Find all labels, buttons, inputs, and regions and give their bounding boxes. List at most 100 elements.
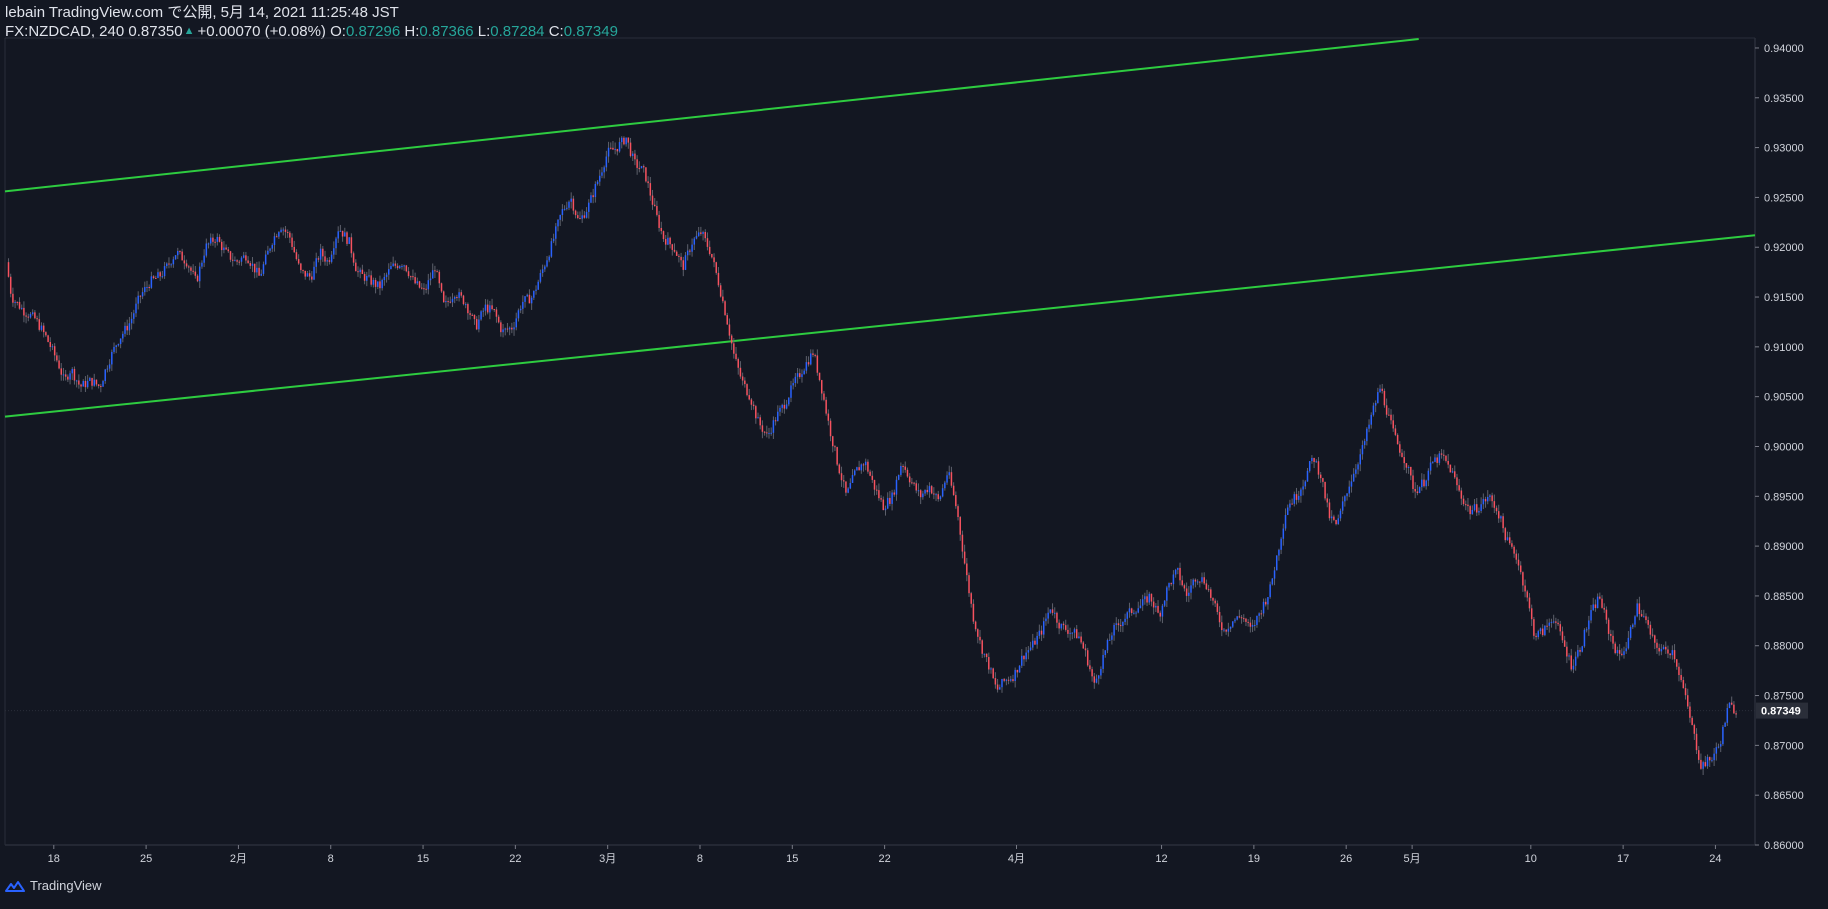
candle-body (774, 420, 777, 422)
low-label: L: (477, 23, 491, 40)
candle-body (533, 290, 535, 298)
candle-body (1486, 496, 1489, 502)
candle-body (588, 202, 590, 212)
candle-body (1700, 759, 1702, 769)
candle-body (91, 377, 93, 386)
candle-body (16, 301, 19, 303)
candle-body (1471, 509, 1474, 515)
candle-body (1427, 470, 1430, 481)
candle-body (286, 231, 289, 233)
candle-body (1702, 762, 1704, 769)
candle-body (1357, 464, 1359, 470)
candle-body (1689, 706, 1691, 718)
candle-body (988, 657, 990, 670)
candle-body (1328, 502, 1331, 519)
candle-body (1003, 679, 1005, 681)
candle-body (119, 338, 122, 345)
candle-body (781, 404, 783, 408)
candle-body (207, 243, 210, 245)
candle-body (1475, 504, 1478, 513)
candle-body (541, 269, 544, 274)
candle-body (497, 316, 500, 323)
candle-body (950, 472, 953, 486)
candle-body (1091, 669, 1093, 677)
candle-body (752, 404, 755, 407)
candle-body (983, 653, 986, 655)
candle-body (992, 668, 994, 679)
candle-body (1497, 511, 1500, 519)
candle-body (627, 137, 630, 143)
candle-body (242, 255, 245, 258)
candle-body (1465, 504, 1467, 506)
candle-body (1454, 471, 1456, 478)
candle-body (845, 481, 847, 493)
candle-body (144, 287, 146, 293)
candle-body (102, 381, 104, 387)
candle-body (1581, 646, 1583, 652)
candle-body (1379, 388, 1381, 393)
candle-body (350, 237, 353, 254)
candle-body (203, 255, 205, 263)
footer-brand[interactable]: TradingView (4, 878, 102, 893)
candle-body (994, 678, 997, 685)
candle-body (282, 229, 285, 231)
high-label: H: (404, 23, 420, 40)
candle-body (645, 167, 647, 182)
symbol-label[interactable]: FX:NZDCAD, 240 (5, 23, 125, 40)
candle-body (741, 376, 744, 381)
candle-body (1100, 668, 1102, 676)
candle-body (831, 436, 834, 447)
candle-body (495, 309, 498, 317)
candle-body (519, 308, 522, 311)
candle-body (563, 208, 566, 210)
candle-body (829, 420, 832, 437)
candle-body (886, 497, 889, 509)
candle-body (355, 262, 357, 272)
candle-body (985, 653, 988, 658)
candle-body (352, 253, 355, 263)
candle-body (1566, 646, 1568, 657)
candle-body (273, 236, 276, 246)
candle-body (405, 265, 408, 272)
candle-body (1148, 593, 1150, 603)
candle-body (491, 305, 493, 310)
candle-body (49, 341, 52, 347)
candle-body (957, 506, 959, 518)
candle-body (374, 279, 377, 287)
candle-body (814, 354, 816, 356)
y-tick-label: 0.87000 (1764, 740, 1804, 752)
candle-body (1715, 747, 1718, 754)
candle-body (407, 271, 410, 277)
candle-body (64, 374, 67, 377)
candle-body (1071, 632, 1074, 634)
candle-body (304, 270, 306, 277)
candle-body (1014, 669, 1016, 682)
x-tick-label: 26 (1340, 853, 1352, 865)
publish-line: lebain TradingView.com で公開, 5月 14, 2021 … (5, 4, 399, 21)
candle-body (1632, 624, 1634, 628)
candle-body (1401, 452, 1403, 458)
candle-body (697, 232, 700, 236)
candle-body (728, 324, 731, 336)
candle-body (78, 380, 80, 385)
candle-body (20, 307, 23, 309)
candle-body (1130, 608, 1133, 614)
candle-body (939, 496, 942, 500)
candle-body (1686, 695, 1689, 707)
candle-body (517, 310, 520, 319)
candle-body (620, 137, 623, 143)
candle-body (220, 241, 223, 251)
candle-body (97, 384, 100, 386)
candle-body (636, 159, 638, 168)
candle-body (919, 490, 922, 498)
candle-body (1232, 621, 1234, 627)
candle-body (1113, 624, 1115, 636)
candle-body (1629, 627, 1632, 638)
candle-body (1482, 499, 1485, 505)
candle-body (1032, 640, 1034, 648)
candle-body (651, 195, 654, 205)
candle-body (963, 551, 966, 564)
candle-body (1572, 665, 1575, 670)
candle-body (530, 297, 533, 304)
